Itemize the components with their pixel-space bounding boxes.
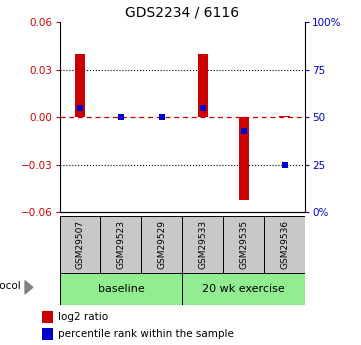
Bar: [239, 117, 249, 199]
Text: GSM29523: GSM29523: [117, 219, 125, 269]
FancyBboxPatch shape: [100, 216, 142, 273]
Text: GSM29507: GSM29507: [75, 219, 84, 269]
Text: GSM29529: GSM29529: [157, 219, 166, 269]
FancyBboxPatch shape: [264, 216, 305, 273]
Bar: [198, 54, 208, 117]
Text: percentile rank within the sample: percentile rank within the sample: [58, 329, 234, 339]
Polygon shape: [25, 281, 33, 294]
Text: log2 ratio: log2 ratio: [58, 312, 109, 322]
Text: GSM29536: GSM29536: [280, 219, 289, 269]
Bar: [279, 116, 290, 117]
Bar: [75, 54, 85, 117]
Text: protocol: protocol: [0, 281, 21, 290]
Text: 20 wk exercise: 20 wk exercise: [202, 284, 285, 294]
Bar: [42, 328, 53, 340]
FancyBboxPatch shape: [182, 216, 223, 273]
FancyBboxPatch shape: [223, 216, 264, 273]
FancyBboxPatch shape: [60, 216, 100, 273]
Text: GSM29535: GSM29535: [239, 219, 248, 269]
FancyBboxPatch shape: [60, 273, 182, 305]
Title: GDS2234 / 6116: GDS2234 / 6116: [125, 6, 239, 20]
Bar: [42, 310, 53, 323]
FancyBboxPatch shape: [182, 273, 305, 305]
Text: baseline: baseline: [97, 284, 144, 294]
FancyBboxPatch shape: [142, 216, 182, 273]
Text: GSM29533: GSM29533: [198, 219, 207, 269]
